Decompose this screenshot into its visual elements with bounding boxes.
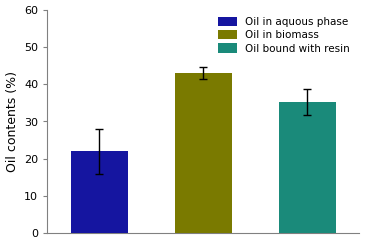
Legend: Oil in aquous phase, Oil in biomass, Oil bound with resin: Oil in aquous phase, Oil in biomass, Oil… <box>214 12 354 58</box>
Y-axis label: Oil contents (%): Oil contents (%) <box>5 71 19 172</box>
Bar <box>71 151 128 233</box>
Bar <box>279 102 336 233</box>
Bar <box>175 73 232 233</box>
